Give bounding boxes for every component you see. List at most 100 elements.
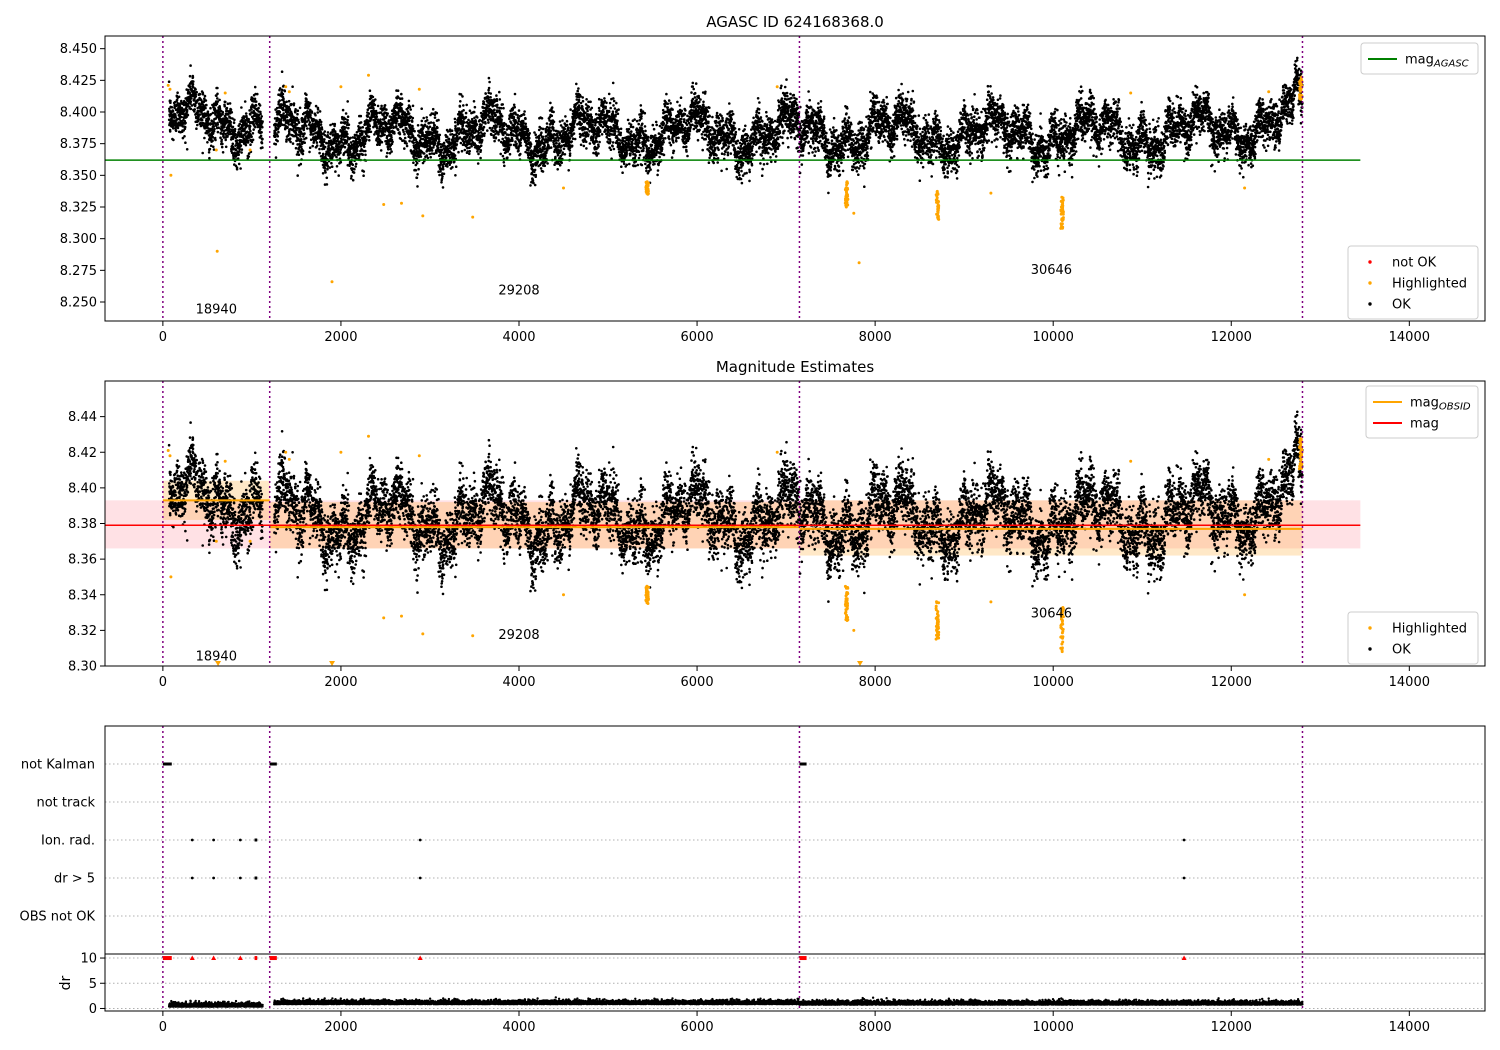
flag-event-point: [238, 876, 242, 880]
legend-frame: [1347, 611, 1479, 665]
y-tick-label: 8.400: [60, 106, 97, 121]
y-tick-label: 8.350: [60, 169, 97, 184]
legend-subscript: OBSID: [1439, 402, 1471, 413]
dr-axis-label: dr: [58, 975, 74, 990]
dr-x-tick-label: 12000: [1211, 1020, 1252, 1035]
x-tick-label: 14000: [1389, 675, 1430, 690]
obsid-label: 18940: [196, 302, 237, 317]
legend-dot-swatch: [1368, 626, 1372, 630]
flag-event-point: [212, 838, 216, 842]
flag-event-point: [190, 876, 194, 880]
x-tick-label: 10000: [1033, 330, 1074, 345]
legend-subscript: AGASC: [1433, 59, 1469, 70]
flag-row-label: not track: [36, 796, 95, 811]
x-tick-label: 0: [159, 330, 167, 345]
flag-event-point: [418, 838, 422, 842]
top-legend-mag-agasc: magAGASC: [1360, 42, 1479, 75]
y-tick-label: 8.44: [68, 410, 97, 425]
obsid-label: 29208: [498, 628, 539, 643]
dr-x-tick-label: 10000: [1033, 1020, 1074, 1035]
flags-panel: not Kalman not track Ion. rad. dr > 5 OBS no…: [20, 726, 1485, 1011]
dr-x-tick-label: 4000: [502, 1020, 535, 1035]
x-tick-label: 2000: [324, 675, 357, 690]
flag-event-span: [162, 762, 172, 766]
dr-clipped-span: [162, 956, 172, 961]
dr-y-tick-label: 5: [89, 977, 97, 992]
x-tick-label: 2000: [324, 330, 357, 345]
y-tick-label: 8.38: [68, 517, 97, 532]
y-tick-label: 8.250: [60, 296, 97, 311]
dr-x-tick-label: 14000: [1389, 1020, 1430, 1035]
flag-event-point: [1182, 876, 1186, 880]
y-tick-label: 8.32: [68, 624, 97, 639]
x-tick-label: 14000: [1389, 330, 1430, 345]
dr-x-tick-label: 8000: [859, 1020, 892, 1035]
obsid-label: 30646: [1031, 607, 1072, 622]
x-tick-label: 8000: [859, 330, 892, 345]
flag-event-span: [254, 876, 258, 880]
dr-x-tick-label: 6000: [681, 1020, 714, 1035]
dr-clipped-marker: [237, 955, 243, 961]
dr-y-tick-label: 0: [89, 1002, 97, 1017]
dr-clipped-span: [799, 956, 807, 961]
flag-event-point: [190, 838, 194, 842]
legend-dot-swatch: [1368, 281, 1372, 285]
legend-label: Highlighted: [1392, 277, 1467, 292]
flag-event-point: [418, 876, 422, 880]
legend-label: not OK: [1392, 256, 1437, 271]
y-tick-label: 8.325: [60, 201, 97, 216]
legend-label: mag: [1410, 417, 1439, 432]
dr-panel: 0 5 10 0 2000 4000 6000 8000 10000 12000 14000 dr: [58, 952, 1485, 1035]
x-tick-label: 0: [159, 675, 167, 690]
flag-event-span: [799, 762, 807, 766]
legend-dot-swatch: [1368, 647, 1372, 651]
ok-points: [167, 410, 1304, 603]
y-tick-label: 8.375: [60, 137, 97, 152]
clipped-marker: [856, 661, 863, 666]
obsid-label: 29208: [498, 283, 539, 298]
top-legend-status: not OK Highlighted OK: [1347, 245, 1479, 320]
highlighted-points: [166, 73, 1304, 284]
top-magnitude-panel: 18940 29208 30646 8.250 8.275 8.300 8.325 8.35…: [60, 35, 1486, 345]
clipped-marker: [215, 661, 222, 666]
top-panel-title: AGASC ID 624168368.0: [706, 13, 884, 31]
y-tick-label: 8.36: [68, 553, 97, 568]
x-tick-label: 12000: [1211, 675, 1252, 690]
y-tick-label: 8.40: [68, 481, 97, 496]
y-tick-label: 8.30: [68, 660, 97, 675]
legend-frame: [1360, 42, 1479, 75]
dr-x-tick-label: 2000: [324, 1020, 357, 1035]
legend-frame: [1347, 245, 1479, 320]
legend-dot-swatch: [1368, 260, 1372, 264]
x-tick-label: 6000: [681, 675, 714, 690]
legend-frame: [1365, 385, 1479, 439]
dr-clipped-marker: [1181, 955, 1187, 961]
flag-event-point: [238, 838, 242, 842]
magnitude-estimates-panel: 18940 29208 30646 8.30 8.32 8.34 8.36 8.38 8.40…: [68, 380, 1486, 690]
legend-label: Highlighted: [1392, 622, 1467, 637]
dr-y-tick-label: 10: [80, 952, 97, 967]
middle-legend-status: Highlighted OK: [1347, 611, 1479, 665]
flag-row-label: OBS not OK: [20, 910, 96, 925]
dr-clipped-span: [254, 956, 258, 961]
dr-points: [167, 996, 1304, 1008]
dr-x-tick-label: 0: [159, 1020, 167, 1035]
flag-event-span: [269, 762, 277, 766]
y-tick-label: 8.34: [68, 588, 97, 603]
obsid-label: 18940: [196, 649, 237, 664]
dr-clipped-span: [269, 956, 277, 961]
obsid-label: 30646: [1031, 263, 1072, 278]
flag-row-label: dr > 5: [54, 872, 95, 887]
x-tick-label: 4000: [502, 330, 535, 345]
x-tick-label: 12000: [1211, 330, 1252, 345]
x-tick-label: 4000: [502, 675, 535, 690]
y-tick-label: 8.42: [68, 446, 97, 461]
clipped-marker: [329, 661, 336, 666]
y-tick-label: 8.450: [60, 42, 97, 57]
x-tick-label: 6000: [681, 330, 714, 345]
flag-event-point: [1182, 838, 1186, 842]
highlighted-points: [166, 434, 1304, 654]
y-tick-label: 8.300: [60, 232, 97, 247]
